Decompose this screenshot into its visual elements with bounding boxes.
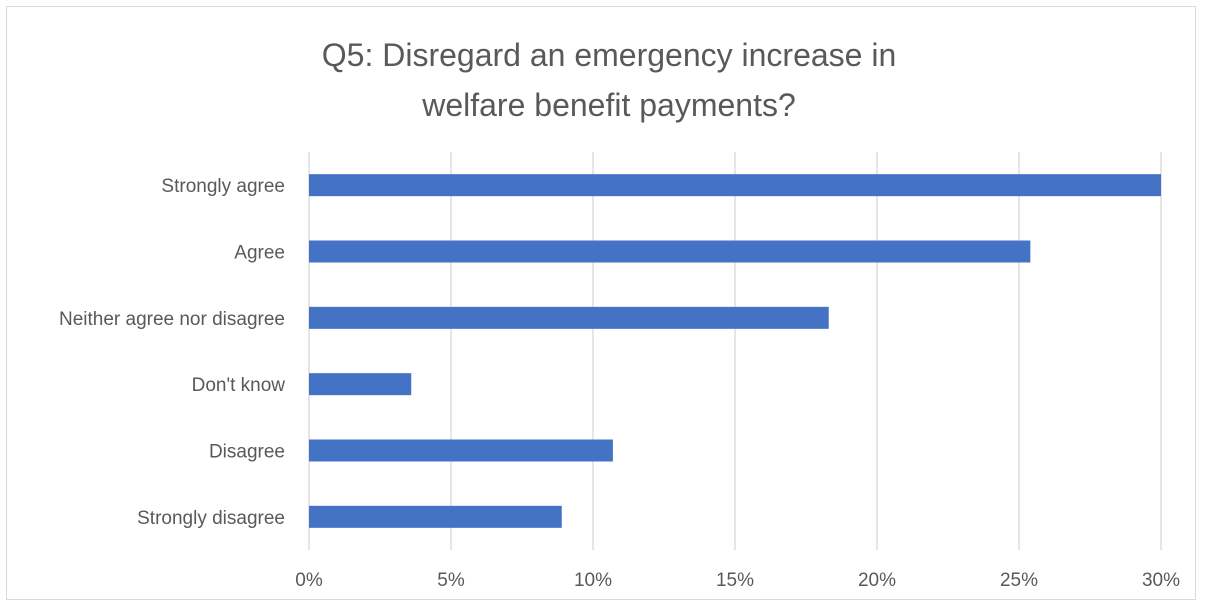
category-label: Strongly disagree	[137, 508, 285, 529]
bar	[309, 306, 829, 329]
x-tick-label: 25%	[1000, 570, 1038, 591]
category-label: Disagree	[209, 442, 285, 463]
chart-frame	[6, 6, 1196, 600]
x-tick-label: 15%	[716, 570, 754, 591]
bar	[309, 240, 1031, 263]
bars	[309, 174, 1161, 528]
category-labels: Strongly agree Agree Neither agree nor dis…	[59, 176, 285, 529]
bar	[309, 505, 562, 528]
category-label: Agree	[234, 243, 285, 264]
x-tick-label: 10%	[574, 570, 612, 591]
x-tick-label: 5%	[437, 570, 465, 591]
bar	[309, 439, 613, 462]
x-tick-label: 0%	[295, 570, 323, 591]
category-label: Strongly agree	[161, 176, 285, 197]
bar	[309, 174, 1161, 197]
chart-title: Q5: Disregard an emergency increase in w…	[321, 37, 897, 123]
category-label: Don't know	[192, 375, 286, 396]
bar	[309, 373, 412, 396]
grid-lines	[308, 152, 1162, 550]
x-tick-label: 30%	[1142, 570, 1180, 591]
x-tick-labels: 0% 5% 10% 15% 20% 25% 30%	[295, 570, 1180, 591]
x-tick-label: 20%	[858, 570, 896, 591]
category-label: Neither agree nor disagree	[59, 309, 285, 330]
